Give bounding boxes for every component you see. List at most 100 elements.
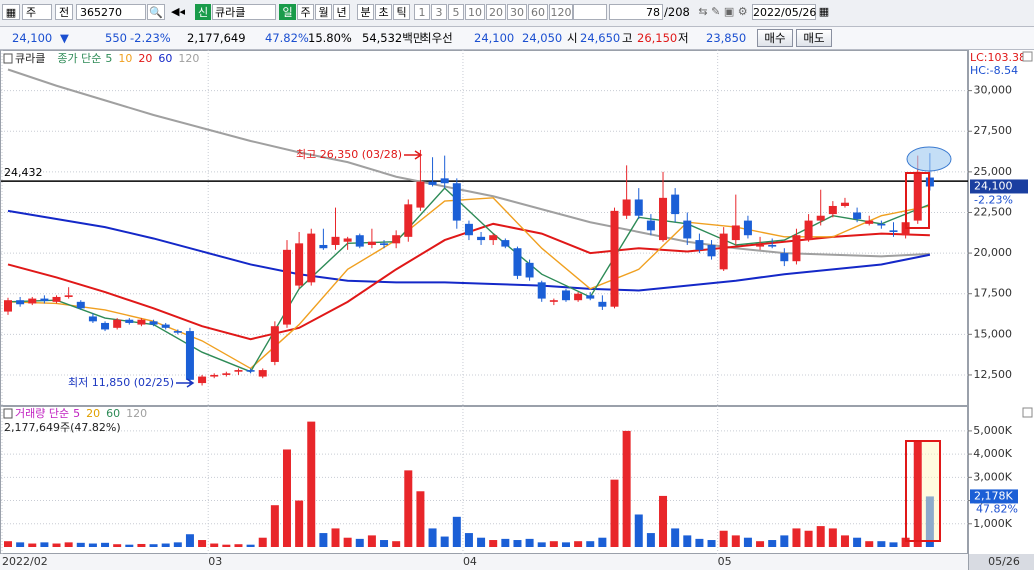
volume-bar [756,541,765,547]
candle-body [695,240,704,250]
candle-body [574,293,583,301]
volume-bar [877,541,886,547]
blank-select[interactable] [573,4,607,20]
interval-button[interactable]: 120 [549,4,573,20]
calendar-icon[interactable]: ▦ [818,5,830,18]
y-tick-label: 12,500 [974,368,1013,381]
period-button[interactable]: 주 [297,4,314,20]
name-input[interactable]: 큐라클 [212,4,276,20]
volume-bar [282,449,291,547]
position[interactable]: 78 [609,4,663,20]
legend-entry: 5 [105,52,112,65]
legend-entry: 120 [178,52,199,65]
volume-bar [828,528,837,547]
moving-average [7,197,931,370]
volume-bar [270,505,279,547]
candle-body [440,178,449,184]
volume-bar [404,470,413,547]
x-axis-area [0,554,968,570]
period-button[interactable]: 틱 [393,4,410,20]
legend-label: 거래량 단순 [15,407,69,420]
candle-body [416,181,425,208]
candle-body [828,205,837,215]
turnover: 15.80% [308,31,352,45]
candle-body [88,316,97,322]
candle-body [586,295,595,299]
candle-body [210,374,219,377]
y-tick-label: 17,500 [974,287,1013,300]
sound-icons[interactable]: ◀◂ [171,5,185,18]
candle-body [768,244,777,247]
volume-bar [537,542,546,547]
prefix[interactable]: 전 [55,4,73,20]
code-input[interactable]: 365270 [76,4,146,20]
candle-body [343,238,352,242]
volume-bar [780,535,789,547]
change: 550 [105,31,127,45]
candle-body [877,223,886,226]
menu-icon[interactable]: ▦ [2,4,20,20]
period-button[interactable]: 월 [315,4,332,20]
volume-bar [355,538,364,547]
tool-icons[interactable]: ⇆ ✎ ▣ ⚙ [698,5,748,18]
current-volume: 2,178K [974,489,1013,502]
candle-body [464,223,473,236]
high-annotation: 최고 26,350 (03/28) [296,148,402,161]
candle-body [64,295,73,297]
market-select[interactable]: 주 [22,4,52,20]
interval-button[interactable]: 10 [465,4,485,20]
date-input[interactable]: 2022/05/26 [752,4,817,20]
candle-body [743,220,752,236]
volume-bar [622,430,631,547]
candle-body [161,324,170,328]
legend-entry: 20 [138,52,152,65]
period-button[interactable]: 초 [375,4,392,20]
volume-bar [64,542,73,547]
high: 26,150 [637,31,678,45]
volume-bar [331,528,340,547]
candle-body [889,230,898,232]
interval-button[interactable]: 60 [528,4,548,20]
volume-bar [101,542,110,547]
volume-bar [598,537,607,547]
candle-body [659,197,668,241]
interval-button[interactable]: 5 [448,4,464,20]
interval-button[interactable]: 20 [486,4,506,20]
volume-bar [40,542,49,547]
volume-bar [125,544,134,547]
interval-button[interactable]: 3 [431,4,447,20]
volume-bar [392,541,401,547]
period-button[interactable]: 일 [279,4,296,20]
volume-bar [88,543,97,547]
low-annotation: 최저 11,850 (02/25) [68,376,174,389]
annotation-arrow [404,150,423,160]
interval-button[interactable]: 1 [414,4,430,20]
volume-bar [161,543,170,547]
volume-bar [149,544,158,547]
volume-bar [477,537,486,547]
search-button[interactable]: 🔍 [147,4,165,20]
legend-entry: 120 [126,407,147,420]
volume-bar [173,542,182,547]
candle-body [646,220,655,231]
volume-bar [185,534,194,547]
volume-bar [901,537,910,547]
legend-icon [3,53,13,64]
candle-body [234,370,243,372]
period-button[interactable]: 년 [333,4,350,20]
interval-button[interactable]: 30 [507,4,527,20]
volume-bar [913,440,922,547]
buy-button[interactable]: 매수 [757,29,793,47]
volume-bar [246,544,255,547]
candle-body [840,202,849,206]
candle-body [428,181,437,185]
sell-button[interactable]: 매도 [796,29,832,47]
volume-bar [610,479,619,547]
volume-bar [76,542,85,547]
candle-body [149,321,158,325]
price: 24,100 [12,31,53,45]
y-tick-label: 4,000K [973,447,1012,460]
period-button[interactable]: 분 [357,4,374,20]
